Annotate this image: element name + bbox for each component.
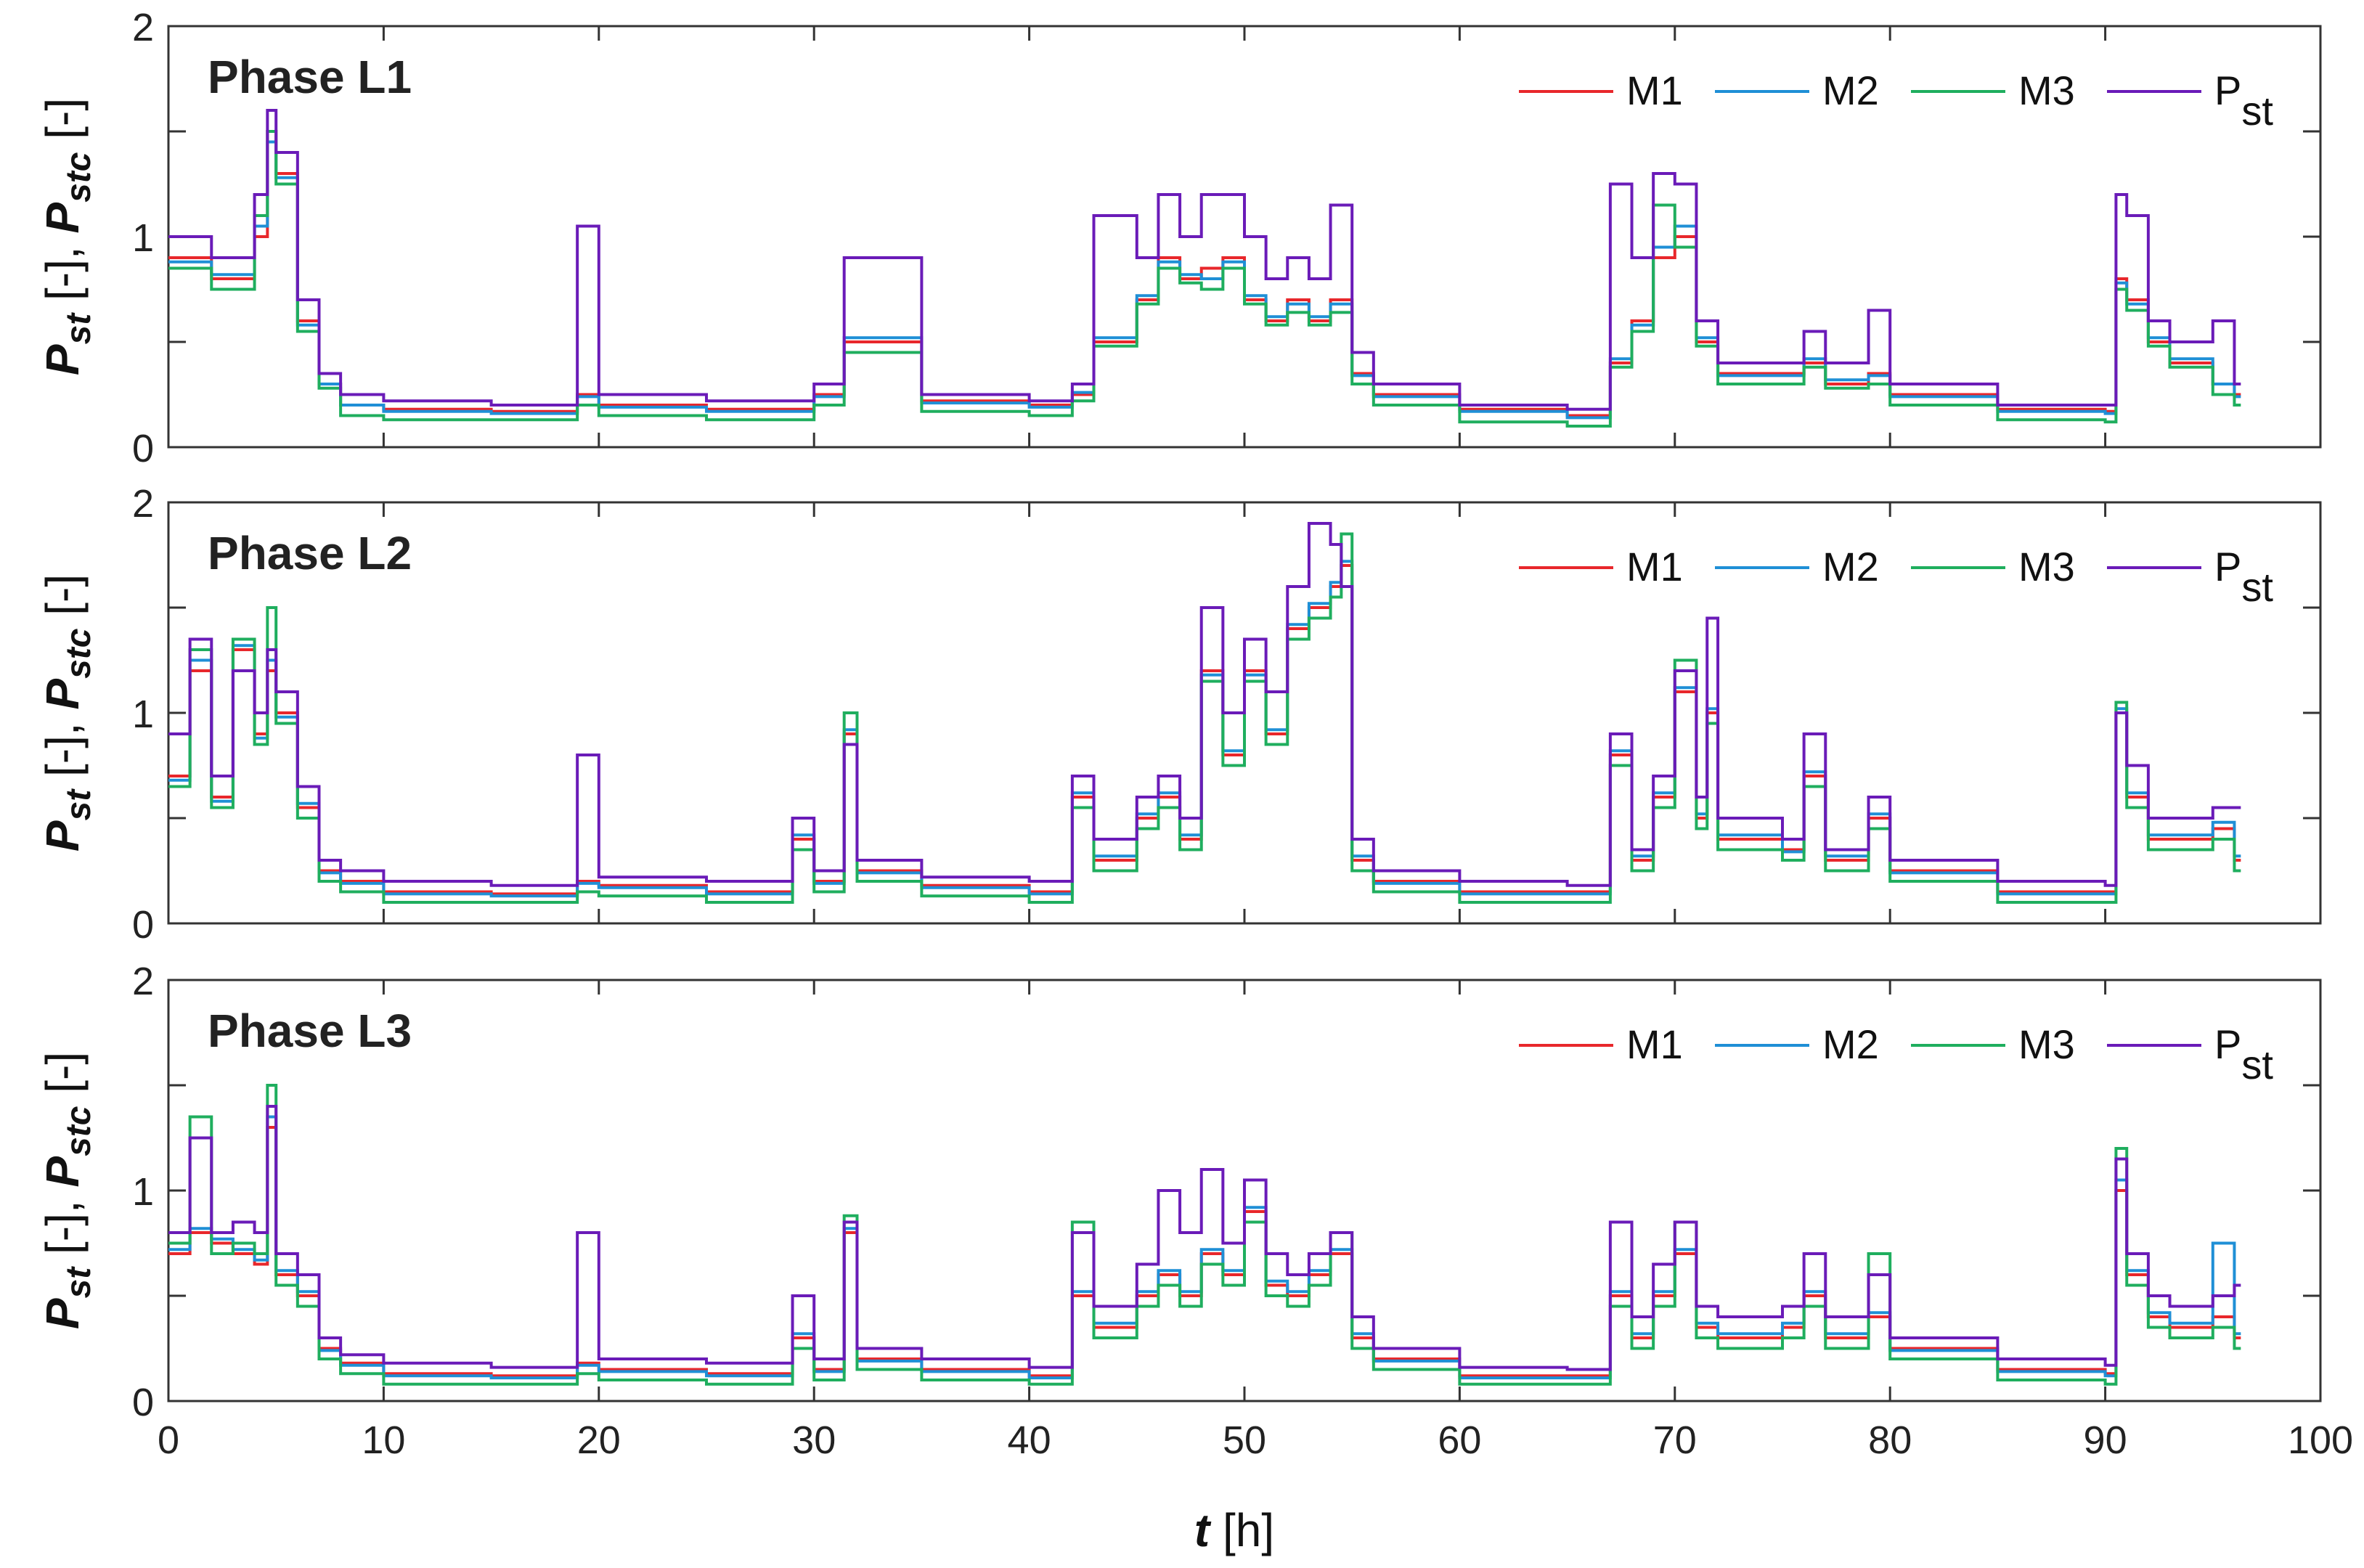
y-axis-sub: st	[60, 1266, 98, 1299]
series-line-m1	[168, 130, 2241, 417]
legend-label: M2	[1822, 544, 1879, 589]
y-tick-label: 2	[132, 960, 154, 1003]
x-tick-label: 10	[362, 1418, 405, 1462]
legend-label: M1	[1626, 544, 1683, 589]
legend-label: M3	[2018, 68, 2075, 113]
x-tick-label: 20	[577, 1418, 621, 1462]
x-axis-unit: [h]	[1210, 1504, 1274, 1556]
series-line-pst	[168, 109, 2241, 411]
series-group	[168, 109, 2241, 428]
series-line-pst	[168, 1105, 2241, 1371]
y-tick-label: 0	[132, 427, 154, 470]
series-line-m3	[168, 130, 2241, 428]
x-tick-label: 30	[792, 1418, 836, 1462]
x-axis-title: t [h]	[1194, 1504, 1274, 1556]
series-line-m1	[168, 564, 2241, 896]
series-group	[168, 522, 2241, 904]
legend: M1 M2 M3 Pst	[1519, 68, 2273, 134]
x-tick-label: 70	[1653, 1418, 1697, 1462]
y-axis-var: P	[36, 679, 89, 710]
y-axis-unit: [-]	[36, 574, 89, 629]
legend-label: M3	[2018, 1021, 2075, 1067]
series-line-m2	[168, 140, 2241, 420]
y-axis-unit: [-]	[36, 1052, 89, 1106]
y-axis-sub: st	[60, 788, 98, 821]
panel-title: Phase L1	[208, 51, 412, 103]
y-axis-unit: [-],	[36, 1188, 89, 1267]
panel-title: Phase L3	[208, 1005, 412, 1057]
y-tick-label: 0	[132, 903, 154, 947]
x-tick-label: 50	[1223, 1418, 1266, 1462]
x-tick-label: 90	[2084, 1418, 2127, 1462]
panel-2: 0 1 2 Pst [-], Pstc [-] Phase L2 M1 M2 M3 Pst	[36, 482, 2322, 947]
series-line-m2	[168, 560, 2241, 898]
legend: M1 M2 M3 Pst	[1519, 1021, 2273, 1087]
series-line-m3	[168, 1084, 2241, 1386]
y-tick-label: 1	[132, 693, 154, 736]
x-tick-label: 80	[1868, 1418, 1912, 1462]
legend-label: M3	[2018, 544, 2075, 589]
legend-label: M1	[1626, 68, 1683, 113]
y-axis-unit: [-],	[36, 234, 89, 314]
y-tick-label: 0	[132, 1381, 154, 1424]
legend-label: Pst	[2214, 1021, 2273, 1087]
y-axis-var: P	[36, 344, 89, 375]
y-tick-label: 2	[132, 482, 154, 526]
y-axis-sub: stc	[60, 1106, 98, 1156]
y-axis-title: Pst [-], Pstc [-]	[36, 98, 98, 375]
y-axis-unit: [-]	[36, 98, 89, 152]
panel-1: 0 1 2 Pst [-], Pstc [-] Phase L1 M1 M2 M3 Pst	[36, 6, 2322, 470]
legend-label: Pst	[2214, 68, 2273, 134]
y-axis-sub: st	[60, 312, 98, 345]
panel-3: 0 1 2 Pst [-], Pstc [-] Phase L3 M1 M2 M3 Pst	[36, 960, 2322, 1424]
series-group	[168, 1084, 2241, 1386]
x-axis: 0 10 20 30 40 50 60 70 80 90 100	[158, 1418, 2353, 1462]
y-axis-var: P	[36, 203, 89, 234]
series-line-m3	[168, 532, 2241, 904]
y-axis-title: Pst [-], Pstc [-]	[36, 1052, 98, 1329]
legend: M1 M2 M3 Pst	[1519, 544, 2273, 610]
y-tick-label: 2	[132, 6, 154, 49]
legend-label: M1	[1626, 1021, 1683, 1067]
chart-panels: 0 1 2 Pst [-], Pstc [-] Phase L1 M1 M2 M3 Pst 0 1 2…	[36, 6, 2322, 1424]
x-tick-label: 100	[2288, 1418, 2353, 1462]
series-line-pst	[168, 522, 2241, 887]
y-axis-var: P	[36, 1156, 89, 1188]
x-tick-label: 0	[158, 1418, 179, 1462]
y-axis-unit: [-],	[36, 710, 89, 790]
y-axis-var: P	[36, 820, 89, 852]
x-tick-label: 40	[1008, 1418, 1051, 1462]
x-axis-var: t	[1194, 1504, 1212, 1556]
y-axis-sub: stc	[60, 152, 98, 203]
y-tick-label: 1	[132, 216, 154, 260]
legend-label: M2	[1822, 1021, 1879, 1067]
y-tick-label: 1	[132, 1170, 154, 1214]
legend-label: M2	[1822, 68, 1879, 113]
y-axis-sub: stc	[60, 629, 98, 679]
legend-label: Pst	[2214, 544, 2273, 610]
y-axis-var: P	[36, 1298, 89, 1329]
panel-title: Phase L2	[208, 527, 412, 579]
y-axis-title: Pst [-], Pstc [-]	[36, 574, 98, 852]
x-tick-label: 60	[1438, 1418, 1481, 1462]
